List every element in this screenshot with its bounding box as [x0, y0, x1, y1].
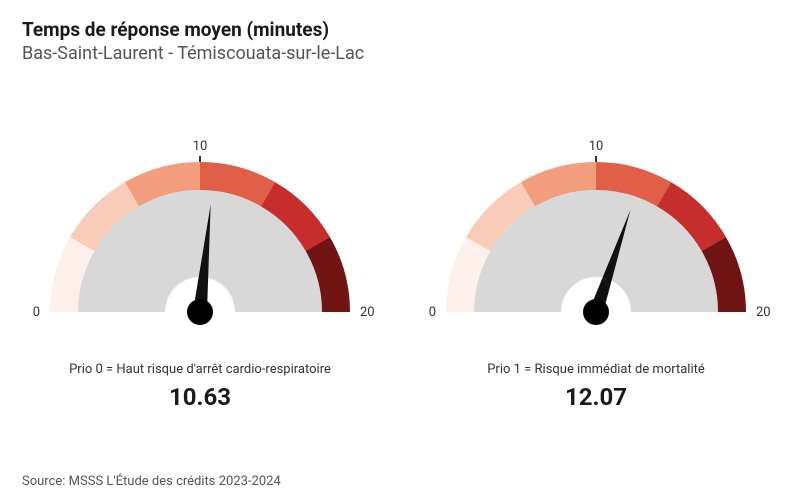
gauge-svg: 0 10 20 [418, 134, 774, 334]
svg-text:10: 10 [193, 139, 208, 154]
svg-text:20: 20 [756, 305, 771, 320]
page-title: Temps de réponse moyen (minutes) [22, 18, 774, 41]
gauge-caption: Prio 1 = Risque immédiat de mortalité [418, 362, 774, 377]
source-text: Source: MSSS L'Étude des crédits 2023-20… [22, 474, 281, 489]
gauge-prio-1: 0 10 20 Prio 1 = Risque immédiat de mortal… [418, 134, 774, 411]
gauge-caption: Prio 0 = Haut risque d'arrêt cardio-resp… [22, 362, 378, 377]
page-subtitle: Bas-Saint-Laurent - Témiscouata-sur-le-L… [22, 43, 774, 64]
gauge-svg: 0 10 20 [22, 134, 378, 334]
svg-text:20: 20 [360, 305, 375, 320]
gauge-prio-0: 0 10 20 Prio 0 = Haut risque d'arrêt cardi… [22, 134, 378, 411]
svg-text:10: 10 [589, 139, 604, 154]
svg-text:0: 0 [429, 305, 436, 320]
gauge-value: 10.63 [22, 383, 378, 411]
gauge-value: 12.07 [418, 383, 774, 411]
gauge-row: 0 10 20 Prio 0 = Haut risque d'arrêt cardi… [22, 134, 774, 411]
svg-text:0: 0 [33, 305, 40, 320]
